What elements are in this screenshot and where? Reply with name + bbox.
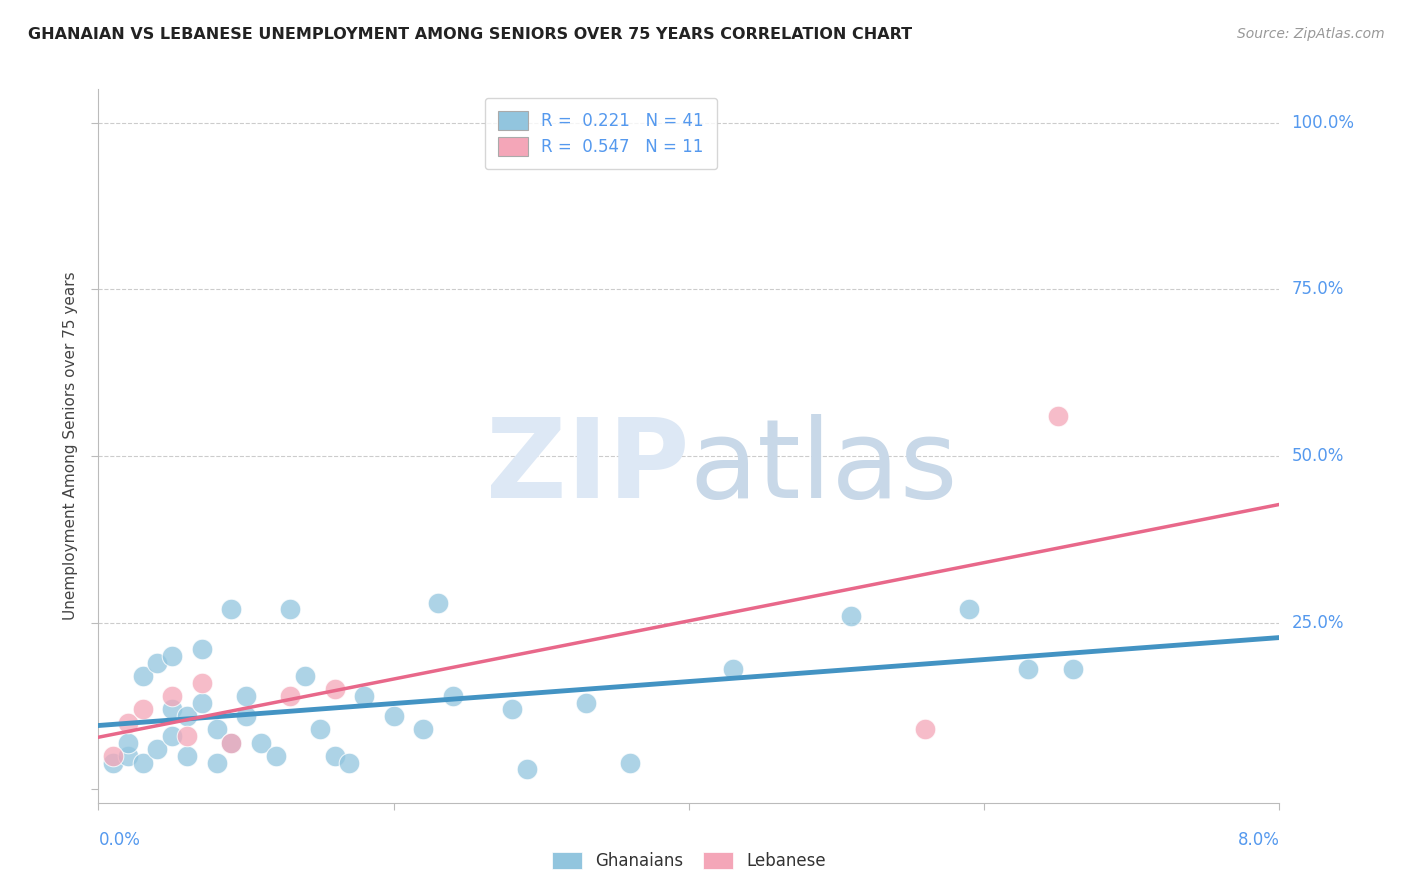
- Point: [308, 723, 332, 737]
- Text: Source: ZipAtlas.com: Source: ZipAtlas.com: [1237, 27, 1385, 41]
- Point: [219, 736, 242, 750]
- Point: [264, 749, 287, 764]
- Point: [441, 689, 464, 703]
- Point: [294, 669, 316, 683]
- Point: [501, 702, 523, 716]
- Text: 75.0%: 75.0%: [1291, 280, 1344, 298]
- Point: [191, 642, 214, 657]
- Point: [412, 723, 434, 737]
- Point: [146, 656, 169, 670]
- Point: [1017, 662, 1039, 676]
- Point: [117, 736, 139, 750]
- Point: [235, 709, 257, 723]
- Point: [914, 723, 936, 737]
- Point: [278, 602, 301, 616]
- Point: [117, 715, 139, 730]
- Text: ZIP: ZIP: [485, 414, 689, 521]
- Point: [353, 689, 375, 703]
- Point: [191, 696, 214, 710]
- Point: [1062, 662, 1084, 676]
- Point: [250, 736, 273, 750]
- Point: [162, 649, 183, 664]
- Point: [219, 602, 242, 616]
- Point: [382, 709, 405, 723]
- Point: [235, 689, 257, 703]
- Text: GHANAIAN VS LEBANESE UNEMPLOYMENT AMONG SENIORS OVER 75 YEARS CORRELATION CHART: GHANAIAN VS LEBANESE UNEMPLOYMENT AMONG …: [28, 27, 912, 42]
- Point: [132, 669, 155, 683]
- Point: [839, 609, 862, 624]
- Point: [426, 596, 449, 610]
- Text: 50.0%: 50.0%: [1291, 447, 1344, 465]
- Point: [323, 749, 346, 764]
- Point: [103, 756, 124, 770]
- Text: 0.0%: 0.0%: [98, 831, 141, 849]
- Point: [117, 749, 139, 764]
- Point: [162, 702, 183, 716]
- Point: [574, 696, 596, 710]
- Point: [278, 689, 301, 703]
- Point: [619, 756, 641, 770]
- Point: [957, 602, 980, 616]
- Point: [323, 682, 346, 697]
- Point: [162, 689, 183, 703]
- Point: [219, 736, 242, 750]
- Point: [132, 756, 155, 770]
- Point: [176, 749, 198, 764]
- Point: [132, 702, 155, 716]
- Point: [1046, 409, 1069, 423]
- Point: [337, 756, 360, 770]
- Point: [146, 742, 169, 756]
- Point: [205, 723, 228, 737]
- Legend: Ghanaians, Lebanese: Ghanaians, Lebanese: [546, 845, 832, 877]
- Text: 25.0%: 25.0%: [1291, 614, 1344, 632]
- Point: [162, 729, 183, 743]
- Text: 8.0%: 8.0%: [1237, 831, 1279, 849]
- Point: [205, 756, 228, 770]
- Point: [721, 662, 744, 676]
- Point: [191, 675, 214, 690]
- Point: [176, 729, 198, 743]
- Text: 100.0%: 100.0%: [1291, 113, 1354, 131]
- Point: [103, 749, 124, 764]
- Y-axis label: Unemployment Among Seniors over 75 years: Unemployment Among Seniors over 75 years: [63, 272, 79, 620]
- Point: [515, 763, 537, 777]
- Text: atlas: atlas: [689, 414, 957, 521]
- Point: [176, 709, 198, 723]
